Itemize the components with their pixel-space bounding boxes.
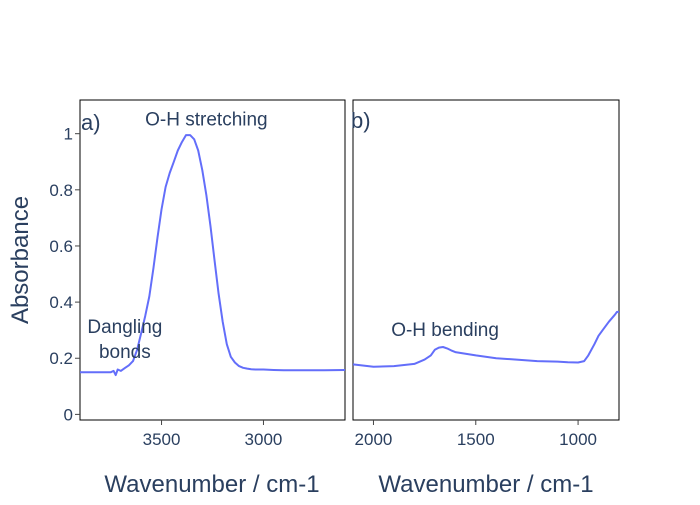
panel-b-plot: O-H bending [352,310,619,368]
panel-a-label: a) [81,110,101,135]
y-tick-label: 0 [64,405,73,424]
spectrum-line-panel-a [80,134,346,377]
annotation-label: O-H bending [391,320,499,341]
x-tick-label: 1500 [457,430,495,449]
panel-b-x-axis-title: Wavenumber / cm-1 [378,471,593,498]
annotation-label: Dangling [87,317,162,338]
y-axis-title: Absorbance [7,196,34,324]
annotation-label: bonds [99,342,151,363]
x-tick-label: 2000 [355,430,393,449]
y-tick-label: 0.6 [49,237,73,256]
y-tick-label: 0.4 [49,293,73,312]
panel-a-frame [79,99,346,421]
panel-a-x-axis: 3500 3000 [143,420,283,449]
panel-a-plot: O-H stretching Dangling bonds [80,109,346,377]
annotation-label: O-H stretching [145,109,267,130]
y-tick-label: 0.8 [49,181,73,200]
panel-b-frame [352,99,620,421]
y-tick-label: 1 [64,125,73,144]
panel-a-y-axis: 0 0.2 0.4 0.6 0.8 1 [49,125,80,424]
panel-b-label: b) [351,108,371,133]
x-tick-label: 3500 [143,430,181,449]
spectrum-line-panel-b [352,310,619,368]
x-tick-label: 1000 [559,430,597,449]
panel-a: 0 0.2 0.4 0.6 0.8 1 3500 3000 O-H stretching Da… [7,99,346,498]
panel-a-x-axis-title: Wavenumber / cm-1 [104,471,319,498]
panel-b-x-axis: 2000 1500 1000 [355,420,597,449]
x-tick-label: 3000 [245,430,283,449]
panel-b: 2000 1500 1000 O-H bending b) Wavenumber /… [351,99,620,498]
y-tick-label: 0.2 [49,349,73,368]
